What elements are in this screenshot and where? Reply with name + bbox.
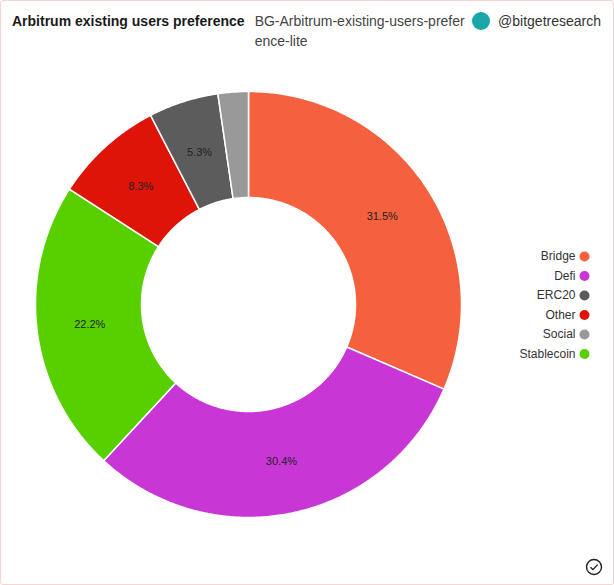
svg-text:30.4%: 30.4% xyxy=(266,455,297,467)
svg-text:Stablecoin: Stablecoin xyxy=(519,347,575,361)
html-text:@bitgetresearch: @bitgetresearch xyxy=(498,13,601,29)
svg-text:Other: Other xyxy=(545,308,575,322)
svg-text:ERC20: ERC20 xyxy=(537,288,576,302)
html-text:BG-Arbitrum-existing-users-pre: BG-Arbitrum-existing-users-preference-li… xyxy=(254,13,465,49)
html-text:Arbitrum existing users prefer: Arbitrum existing users preference xyxy=(12,13,245,29)
svg-text:Bridge: Bridge xyxy=(541,249,576,263)
svg-text:8.3%: 8.3% xyxy=(128,180,153,192)
svg-text:5.3%: 5.3% xyxy=(187,146,212,158)
svg-text:31.5%: 31.5% xyxy=(367,210,398,222)
svg-text:Social: Social xyxy=(543,327,576,341)
svg-text:22.2%: 22.2% xyxy=(74,318,105,330)
svg-text:Defi: Defi xyxy=(554,269,575,283)
